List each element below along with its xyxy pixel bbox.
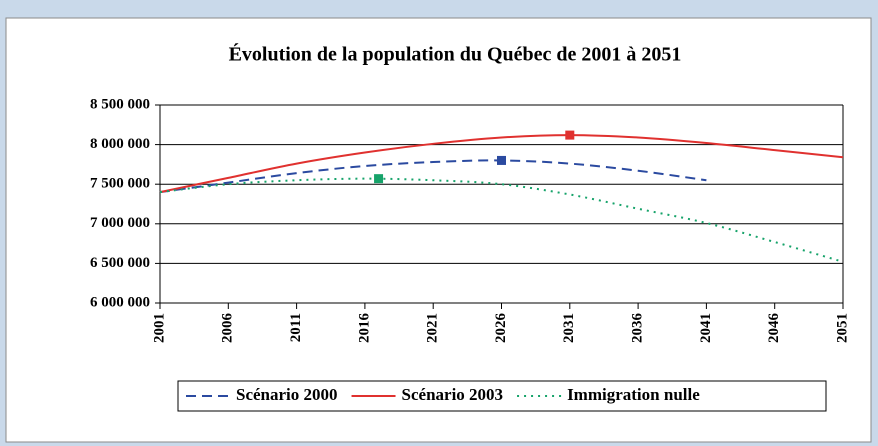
point-marker — [565, 130, 575, 140]
x-tick-label: 2026 — [493, 313, 509, 344]
legend-label: Immigration nulle — [567, 385, 700, 404]
point-marker — [497, 155, 506, 165]
legend-label: Scénario 2003 — [402, 385, 504, 404]
x-tick-label: 2041 — [698, 313, 714, 343]
x-tick-label: 2011 — [288, 313, 304, 342]
x-tick-label: 2051 — [834, 313, 850, 343]
x-tick-label: 2001 — [151, 313, 167, 343]
series-line — [159, 159, 707, 194]
chart-frame — [5, 17, 872, 443]
y-tick-label: 6 500 000 — [90, 255, 150, 271]
point-marker — [374, 174, 384, 184]
y-tick-label: 7 500 000 — [90, 176, 150, 192]
y-tick-label: 6 000 000 — [90, 294, 150, 310]
x-tick-label: 2046 — [766, 313, 782, 344]
x-tick-label: 2016 — [356, 313, 372, 344]
x-tick-label: 2006 — [220, 313, 236, 344]
x-tick-label: 2021 — [425, 313, 441, 343]
x-tick-label: 2031 — [561, 313, 577, 343]
y-tick-label: 8 500 000 — [90, 96, 150, 112]
legend-label: Scénario 2000 — [236, 385, 338, 404]
legend-box — [177, 380, 827, 412]
x-tick-label: 2036 — [630, 313, 646, 344]
series-line — [159, 134, 844, 194]
chart-title: Évolution de la population du Québec de … — [229, 43, 682, 66]
y-tick-label: 8 000 000 — [90, 136, 150, 152]
y-tick-label: 7 000 000 — [90, 215, 150, 231]
